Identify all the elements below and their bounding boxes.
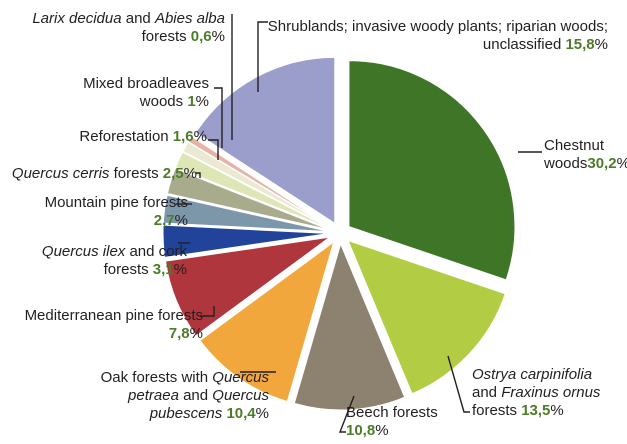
slice-label-text: forests bbox=[472, 402, 522, 419]
slice-label-text: Fraxinus ornus bbox=[501, 384, 601, 401]
pie-slice-mixed-broadleaves bbox=[182, 141, 331, 229]
slice-unit-label: % bbox=[183, 165, 197, 182]
slice-value-label: 1 bbox=[187, 93, 196, 110]
slice-label-text: woods bbox=[139, 93, 188, 110]
pie-slice-mediterranean-pine bbox=[164, 236, 331, 337]
slice-unit-label: % bbox=[211, 28, 225, 45]
slice-label-mediterranean-pine: Mediterranean pine forests 7,8% bbox=[25, 307, 203, 343]
pie-slice-beech bbox=[293, 242, 406, 411]
slice-label-quercus-ilex: Quercus ilex and cork forests 3,1% bbox=[42, 243, 187, 279]
leader-line-beech bbox=[338, 395, 355, 433]
slice-value-label: 2,5 bbox=[162, 165, 184, 182]
leader-line-mixed-broadleaves bbox=[214, 87, 223, 148]
slice-label-text: forests bbox=[141, 28, 191, 45]
pie-slice-quercus-ilex bbox=[162, 224, 330, 258]
slice-label-text: and cork bbox=[125, 243, 187, 260]
slice-label-text: Oak forests with bbox=[100, 369, 213, 386]
slice-label-text: Quercus ilex bbox=[41, 243, 126, 260]
leader-line-shrublands bbox=[257, 21, 268, 92]
slice-unit-label: % bbox=[173, 261, 187, 278]
slice-label-reforestation: Reforestation 1,6% bbox=[79, 128, 207, 146]
slice-label-text: Mixed broadleaves bbox=[83, 75, 209, 92]
slice-label-text: Shrublands; invasive woody plants; ripar… bbox=[267, 18, 608, 35]
slice-label-ostrya: Ostrya carpinifolia and Fraxinus ornus for… bbox=[472, 366, 600, 420]
slice-unit-label: % bbox=[195, 93, 209, 110]
slice-label-text: Mountain pine forests bbox=[44, 194, 188, 211]
slice-value-label: 3,1 bbox=[152, 261, 174, 278]
slice-label-text: Quercus bbox=[212, 369, 269, 386]
leader-line-reforestation bbox=[208, 139, 219, 160]
slice-value-label: 2,7 bbox=[153, 212, 175, 229]
pie-slice-shrublands bbox=[195, 56, 336, 225]
slice-label-text: Beech forests bbox=[346, 404, 438, 421]
slice-label-text: Reforestation bbox=[79, 128, 173, 145]
slice-label-text: woods bbox=[544, 155, 588, 172]
pie-slice-quercus-cerris bbox=[166, 168, 330, 231]
slice-label-beech: Beech forests 10,8% bbox=[346, 404, 438, 440]
slice-value-label: 7,8 bbox=[168, 325, 190, 342]
slice-label-text: unclassified bbox=[482, 36, 566, 53]
slice-value-label: 0,6 bbox=[190, 28, 212, 45]
slice-value-label: 15,8 bbox=[565, 36, 595, 53]
slice-label-text: petraea bbox=[128, 387, 179, 404]
slice-value-label: 10,4 bbox=[226, 405, 256, 422]
slice-label-text: and bbox=[472, 384, 502, 401]
slice-unit-label: % bbox=[594, 36, 608, 53]
slice-unit-label: % bbox=[174, 212, 188, 229]
pie-slice-ostrya bbox=[347, 239, 506, 395]
slice-label-shrublands: Shrublands; invasive woody plants; ripar… bbox=[268, 18, 608, 54]
slice-value-label: 10,8 bbox=[346, 422, 376, 439]
slice-label-mountain-pine: Mountain pine forests 2,7% bbox=[45, 194, 188, 230]
slice-label-text: Quercus bbox=[212, 387, 269, 404]
slice-label-text: Ostrya carpinifolia bbox=[472, 366, 593, 383]
slice-label-text: and bbox=[178, 387, 213, 404]
slice-unit-label: % bbox=[617, 155, 627, 172]
slice-label-text: Mediterranean pine forests bbox=[24, 307, 203, 324]
leader-line-mediterranean-pine bbox=[200, 306, 215, 317]
slice-label-text: Larix decidua bbox=[32, 10, 122, 27]
slice-value-label: 1,6 bbox=[172, 128, 194, 145]
pie-slice-reforestation bbox=[175, 151, 331, 229]
pie-slice-oak bbox=[199, 240, 335, 403]
pie-slice-chestnut bbox=[348, 60, 516, 281]
slice-label-larix-abies: Larix decidua and Abies alba forests 0,6% bbox=[32, 10, 225, 46]
slice-unit-label: % bbox=[550, 402, 564, 419]
slice-label-text: forests bbox=[103, 261, 153, 278]
slice-label-text: Chestnut bbox=[544, 137, 605, 154]
slice-label-text: Quercus cerris bbox=[11, 165, 110, 182]
leader-line-quercus-cerris bbox=[196, 172, 201, 178]
slice-unit-label: % bbox=[375, 422, 389, 439]
slice-unit-label: % bbox=[193, 128, 207, 145]
slice-label-text: and bbox=[121, 10, 155, 27]
slice-unit-label: % bbox=[255, 405, 269, 422]
leader-line-ostrya bbox=[447, 355, 470, 413]
pie-slice-larix-abies bbox=[187, 135, 331, 228]
slice-label-text: Abies alba bbox=[154, 10, 225, 27]
slice-unit-label: % bbox=[189, 325, 203, 342]
slice-value-label: 13,5 bbox=[521, 402, 551, 419]
slice-label-quercus-cerris: Quercus cerris forests 2,5% bbox=[12, 165, 197, 183]
slice-label-text: pubescens bbox=[149, 405, 223, 422]
slice-label-text: forests bbox=[109, 165, 163, 182]
pie-slice-mountain-pine bbox=[162, 194, 330, 233]
slice-value-label: 30,2 bbox=[587, 155, 617, 172]
slice-label-mixed-broadleaves: Mixed broadleaves woods 1% bbox=[83, 75, 209, 111]
slice-label-oak: Oak forests with Quercus petraea and Quer… bbox=[101, 369, 269, 423]
